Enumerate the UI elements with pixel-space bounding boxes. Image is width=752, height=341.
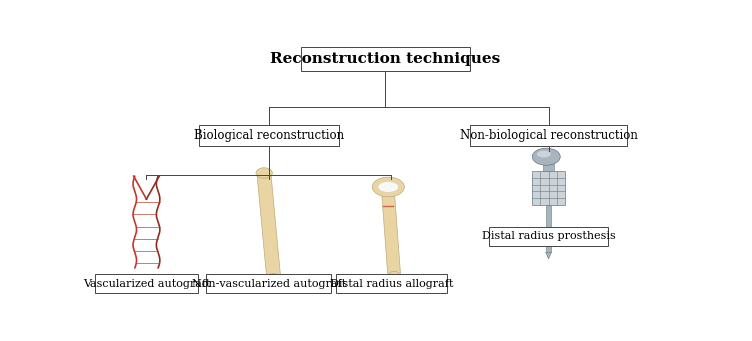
Ellipse shape xyxy=(256,168,272,178)
Ellipse shape xyxy=(267,273,280,281)
FancyBboxPatch shape xyxy=(301,47,470,71)
Polygon shape xyxy=(382,196,401,275)
FancyBboxPatch shape xyxy=(206,274,332,293)
Ellipse shape xyxy=(372,177,405,197)
Text: Reconstruction techniques: Reconstruction techniques xyxy=(270,52,501,66)
FancyBboxPatch shape xyxy=(199,125,338,146)
Bar xyxy=(546,205,551,252)
Ellipse shape xyxy=(537,151,551,158)
Text: Non-vascularized autograft: Non-vascularized autograft xyxy=(192,279,346,288)
Text: Vascularized autograft: Vascularized autograft xyxy=(83,279,211,288)
FancyBboxPatch shape xyxy=(470,125,627,146)
FancyBboxPatch shape xyxy=(95,274,199,293)
FancyBboxPatch shape xyxy=(489,227,608,246)
Text: Biological reconstruction: Biological reconstruction xyxy=(194,129,344,142)
FancyBboxPatch shape xyxy=(336,274,447,293)
Ellipse shape xyxy=(389,271,399,278)
Text: Non-biological reconstruction: Non-biological reconstruction xyxy=(459,129,638,142)
Ellipse shape xyxy=(532,148,560,165)
Bar xyxy=(532,171,566,205)
Bar xyxy=(543,164,554,171)
Polygon shape xyxy=(257,176,280,276)
Text: Distal radius prosthesis: Distal radius prosthesis xyxy=(482,231,615,241)
Text: Distal radius allograft: Distal radius allograft xyxy=(329,279,453,288)
Ellipse shape xyxy=(378,181,399,192)
Polygon shape xyxy=(546,252,551,259)
